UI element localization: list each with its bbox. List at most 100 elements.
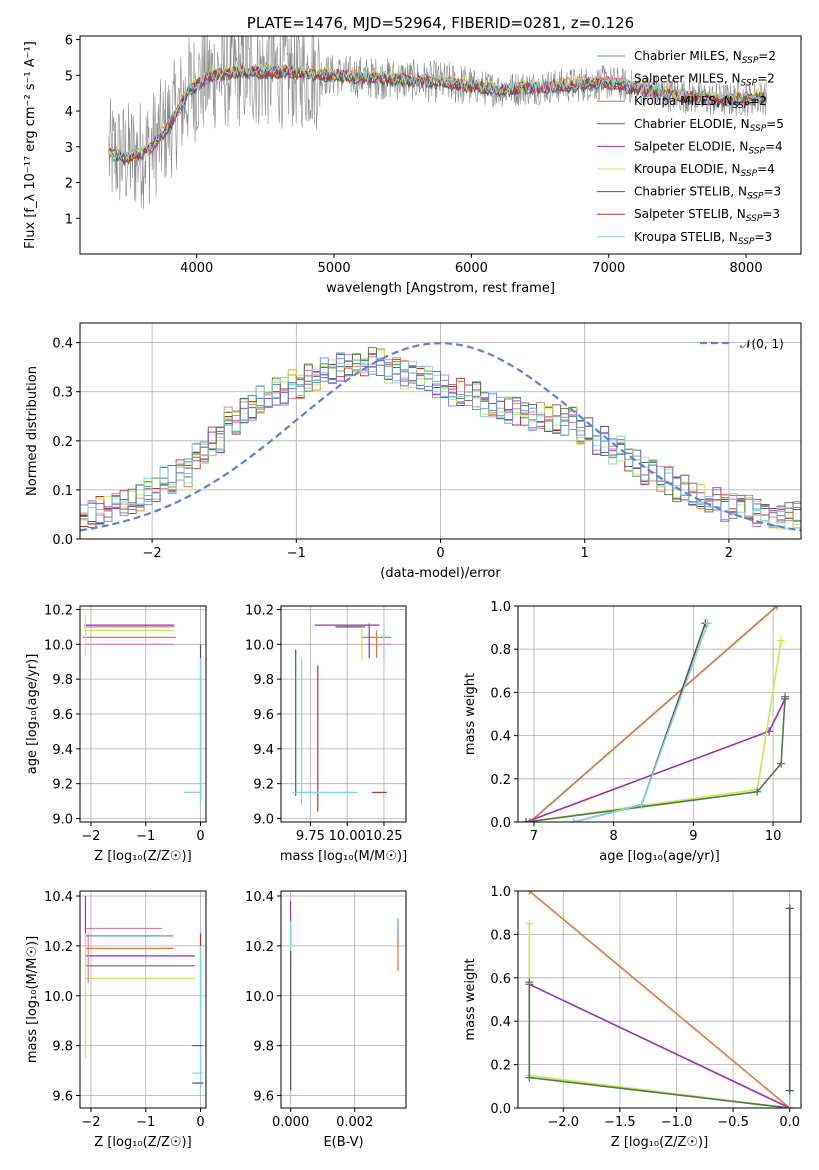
x-tick-label: 9 bbox=[689, 829, 697, 844]
y-tick-label: 0.4 bbox=[52, 337, 73, 352]
x-tick-label: −1 bbox=[136, 829, 155, 844]
series-chabrier-stelib bbox=[785, 904, 794, 1095]
y-tick-label: 0.4 bbox=[490, 1015, 511, 1030]
series-kroupa-miles bbox=[525, 606, 782, 822]
x-tick-label: 10.00 bbox=[329, 829, 366, 844]
legend-subscript: SSP bbox=[750, 124, 767, 134]
axes-frame bbox=[79, 35, 802, 255]
series-kroupa-elodie bbox=[525, 919, 794, 1108]
plot-area bbox=[108, 36, 767, 209]
legend-label: Salpeter MILES, NSSP=2 bbox=[634, 72, 775, 89]
panel-mass_weight_vs_age: 7 8 9 10 0.0 0.2 0.4 0.6 0.8 1.0 age [log₁₀(age/yr… bbox=[463, 600, 802, 864]
x-tick-label: 1 bbox=[581, 546, 589, 561]
x-tick-label: 10 bbox=[765, 829, 782, 844]
y-tick-label: 9.6 bbox=[52, 708, 73, 723]
plot-area bbox=[518, 606, 801, 822]
y-tick-label: 9.2 bbox=[253, 778, 274, 793]
plot-area bbox=[281, 606, 406, 822]
x-axis-label: Z [log₁₀(Z/Z☉)] bbox=[94, 849, 191, 864]
y-tick-label: 9.4 bbox=[253, 743, 274, 758]
legend: 𝒩(0, 1) bbox=[700, 337, 784, 351]
x-axis-label: mass [log₁₀(M/M☉)] bbox=[280, 849, 407, 864]
legend-subscript: SSP bbox=[733, 101, 750, 111]
series-line bbox=[529, 606, 778, 822]
x-axis-label: age [log₁₀(age/yr)] bbox=[599, 849, 720, 864]
x-axis-label: E(B-V) bbox=[323, 1135, 363, 1150]
point-marker bbox=[777, 636, 786, 645]
point-marker bbox=[781, 692, 790, 701]
x-tick-label: 0 bbox=[436, 546, 444, 561]
legend-subscript: SSP bbox=[747, 192, 764, 202]
y-axis-label: Normed distribution bbox=[25, 366, 40, 496]
y-tick-label: 0.8 bbox=[490, 928, 511, 943]
axes-frame bbox=[280, 605, 407, 823]
legend-nssp: =5 bbox=[766, 117, 784, 131]
y-tick-label: 1.0 bbox=[490, 885, 511, 900]
series-line bbox=[525, 640, 782, 822]
y-tick-label: 9.8 bbox=[253, 673, 274, 688]
legend-nssp: =2 bbox=[758, 49, 776, 63]
point-marker bbox=[785, 1104, 794, 1108]
legend-subscript: SSP bbox=[748, 146, 765, 156]
point-marker bbox=[777, 759, 786, 768]
y-tick-label: 0.8 bbox=[490, 643, 511, 658]
x-tick-label: 10.25 bbox=[365, 829, 402, 844]
y-tick-label: 0.6 bbox=[490, 972, 511, 987]
point-marker bbox=[703, 619, 712, 628]
y-axis-label: mass [log₁₀(M/M☉)] bbox=[25, 936, 40, 1063]
x-tick-label: −1 bbox=[287, 546, 306, 561]
legend-label: 𝒩(0, 1) bbox=[740, 337, 784, 351]
normal-curve bbox=[80, 342, 801, 532]
legend-name: Salpeter STELIB, N bbox=[634, 207, 746, 221]
legend-nssp: =2 bbox=[749, 94, 767, 108]
y-tick-label: 10.0 bbox=[245, 638, 274, 653]
legend-label: Chabrier MILES, NSSP=2 bbox=[634, 49, 776, 66]
x-tick-label: 7000 bbox=[592, 261, 625, 276]
histogram-step bbox=[80, 352, 801, 523]
y-tick-label: 9.0 bbox=[52, 813, 73, 828]
point-marker bbox=[525, 919, 534, 928]
x-tick-label: −2 bbox=[81, 829, 100, 844]
point-marker bbox=[785, 1086, 794, 1095]
y-tick-label: 10.2 bbox=[44, 940, 73, 955]
x-tick-label: 0.0 bbox=[779, 1115, 800, 1130]
y-tick-label: 9.0 bbox=[253, 813, 274, 828]
y-tick-label: 9.8 bbox=[52, 673, 73, 688]
panel-spectrum: 4000 5000 6000 7000 8000 1 2 3 4 5 6 wavelength [An… bbox=[23, 14, 802, 296]
series-line bbox=[573, 623, 707, 822]
point-marker bbox=[525, 891, 534, 895]
legend-subscript: SSP bbox=[741, 169, 758, 179]
plot-area bbox=[80, 891, 206, 1108]
point-marker bbox=[773, 606, 782, 610]
y-tick-label: 10.0 bbox=[44, 990, 73, 1005]
x-tick-label: −1.0 bbox=[661, 1115, 693, 1130]
point-marker bbox=[521, 818, 530, 822]
x-tick-label: −2 bbox=[143, 546, 162, 561]
x-axis-label: Z [log₁₀(Z/Z☉)] bbox=[611, 1135, 708, 1150]
y-tick-label: 0.1 bbox=[52, 484, 73, 499]
legend-subscript: SSP bbox=[741, 79, 758, 89]
y-tick-label: 0.3 bbox=[52, 386, 73, 401]
legend-name: Kroupa STELIB, N bbox=[634, 230, 738, 244]
legend-label: Salpeter STELIB, NSSP=3 bbox=[634, 207, 780, 224]
legend-nssp: =4 bbox=[765, 139, 783, 153]
legend-name: Salpeter MILES, N bbox=[634, 72, 741, 86]
series-line bbox=[528, 891, 791, 1108]
x-tick-label: 8000 bbox=[730, 261, 763, 276]
point-marker bbox=[753, 787, 762, 796]
x-tick-label: −2.0 bbox=[547, 1115, 579, 1130]
panel-mass_vs_ebv: 0.000 0.002 9.6 9.8 10.0 10.2 10.4 E(B-V) bbox=[245, 890, 407, 1150]
series-chabrier-stelib bbox=[569, 619, 710, 822]
series-salpeter-elodie bbox=[521, 694, 790, 822]
x-tick-label: −2 bbox=[81, 1115, 100, 1130]
legend-nssp: =3 bbox=[754, 230, 772, 244]
axes-frame bbox=[517, 605, 802, 823]
y-tick-label: 10.4 bbox=[44, 890, 73, 905]
x-axis-label: Z [log₁₀(Z/Z☉)] bbox=[94, 1135, 191, 1150]
y-tick-label: 3 bbox=[65, 141, 73, 156]
plot-area bbox=[281, 891, 406, 1108]
point-marker bbox=[569, 818, 578, 822]
x-tick-label: 2 bbox=[725, 546, 733, 561]
y-tick-label: 0.2 bbox=[490, 1059, 511, 1074]
